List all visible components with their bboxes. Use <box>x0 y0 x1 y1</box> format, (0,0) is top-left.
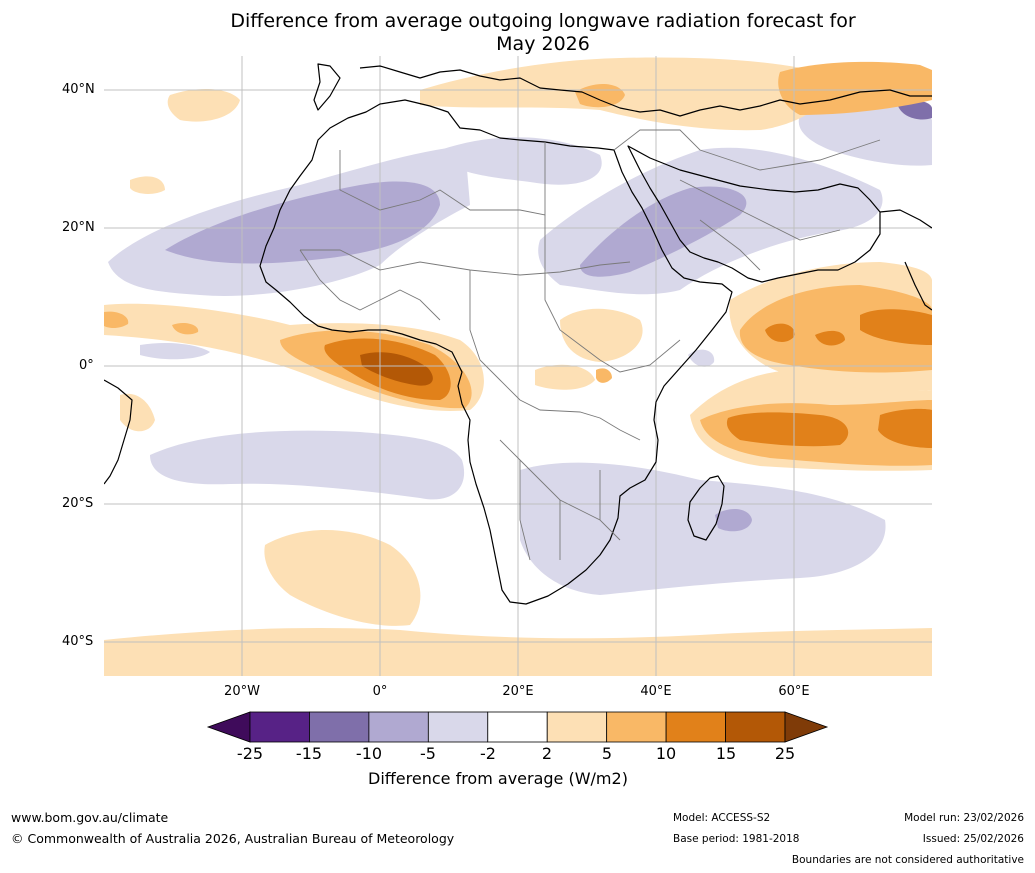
colorbar <box>206 711 829 743</box>
anomaly-pos-mid-arabian-sea <box>739 285 932 373</box>
anomaly-pos-strong-arabian-sea <box>765 309 932 346</box>
map-title: Difference from average outgoing longwav… <box>0 10 1035 56</box>
anomaly-neg-strong-caspian <box>898 100 932 120</box>
anomaly-neg-light-east-africa <box>688 349 715 367</box>
lon-label-20w: 20°W <box>224 684 260 699</box>
colorbar-segment <box>368 711 429 743</box>
footer-website[interactable]: www.bom.gov.au/climate <box>11 810 169 825</box>
colorbar-tick-label: 15 <box>715 744 737 763</box>
footer-issued: Issued: 25/02/2026 <box>922 833 1024 845</box>
coastline-europe <box>313 63 932 117</box>
lat-label-40s: 40°S <box>62 634 94 649</box>
anomaly-pos-mid-atlantic-west2 <box>172 322 199 335</box>
anomaly-pos-strong-south-indian <box>726 408 932 448</box>
anomaly-pos-mid-lake-victoria <box>596 368 612 383</box>
colorbar-tick-label: 5 <box>601 744 613 763</box>
coastline-india <box>879 209 932 311</box>
border-arabia-inner <box>679 179 841 271</box>
border-west-africa <box>299 249 441 321</box>
anomaly-pos-light-south-atlantic <box>264 530 421 626</box>
colorbar-tick-label: -10 <box>355 744 383 763</box>
border-north-africa <box>339 142 546 216</box>
footer-base-period: Base period: 1981-2018 <box>673 833 800 845</box>
anomaly-pos-light-mediterranean <box>420 57 834 131</box>
anomaly-neg-mid-arabia <box>580 186 747 277</box>
title-line-2: May 2026 <box>496 33 590 55</box>
country-borders <box>299 129 881 561</box>
border-central-africa <box>469 270 641 441</box>
anomaly-pos-verystrong-gulf-guinea <box>360 352 433 386</box>
footer-model: Model: ACCESS-S2 <box>673 812 771 824</box>
graticule <box>104 56 932 676</box>
colorbar-segment <box>546 711 608 743</box>
lon-label-20e: 20°E <box>502 684 534 699</box>
anomaly-neg-light-med <box>440 137 602 185</box>
coastline-madagascar <box>687 475 725 541</box>
colorbar-extend-low <box>206 711 251 743</box>
footer-model-run: Model run: 23/02/2026 <box>904 812 1024 824</box>
anomaly-pos-light-central-atlantic <box>130 88 240 194</box>
lat-label-20n: 20°N <box>62 220 95 235</box>
colorbar-tick-label: -2 <box>480 744 496 763</box>
colorbar-tick-label: -5 <box>420 744 436 763</box>
anomaly-neg-light-gulf-guinea-west <box>140 342 210 360</box>
colorbar-segment <box>249 711 310 743</box>
anomaly-pos-mid-atlantic-west <box>104 311 129 328</box>
footer-copyright: © Commonwealth of Australia 2026, Austra… <box>11 831 455 846</box>
border-middle-east <box>613 129 881 171</box>
lon-label-40e: 40°E <box>640 684 672 699</box>
colorbar-segment <box>606 711 667 743</box>
colorbar-segment <box>665 711 726 743</box>
colorbar-extend-high <box>784 711 829 743</box>
lat-label-40n: 40°N <box>62 82 95 97</box>
lon-label-60e: 60°E <box>778 684 810 699</box>
coastline-south-america <box>104 379 133 485</box>
colorbar-tick-label: -15 <box>295 744 323 763</box>
title-line-1: Difference from average outgoing longwav… <box>230 10 856 32</box>
anomaly-pos-light-southwest-atlantic <box>120 393 155 432</box>
anomaly-pos-light-east-africa <box>535 308 643 390</box>
colorbar-tick-label: 25 <box>774 744 796 763</box>
colorbar-tick-label: 10 <box>655 744 677 763</box>
border-south-central <box>519 460 601 561</box>
colorbar-tick-label: 2 <box>541 744 553 763</box>
anomaly-neg-light-south-atlantic <box>150 430 465 500</box>
coastline-africa <box>259 99 733 605</box>
colorbar-segment <box>427 711 489 743</box>
footer-disclaimer: Boundaries are not considered authoritat… <box>791 854 1024 866</box>
anomaly-neg-mid-madagascar-east <box>715 508 752 532</box>
border-east-africa <box>544 215 681 373</box>
lat-label-equator: 0° <box>79 358 94 373</box>
colorbar-segment <box>309 711 370 743</box>
anomaly-neg-light-indian <box>798 102 932 166</box>
colorbar-tick-label: -25 <box>236 744 264 763</box>
lon-label-0: 0° <box>372 684 388 699</box>
coastline-arabia <box>627 145 881 283</box>
lat-label-20s: 20°S <box>62 496 94 511</box>
anomaly-neg-mid-sahel <box>165 181 440 264</box>
map-area <box>104 56 932 676</box>
coastlines <box>104 63 932 605</box>
colorbar-title: Difference from average (W/m2) <box>368 769 628 788</box>
colorbar-segment <box>725 711 786 743</box>
colorbar-segment <box>487 711 548 743</box>
